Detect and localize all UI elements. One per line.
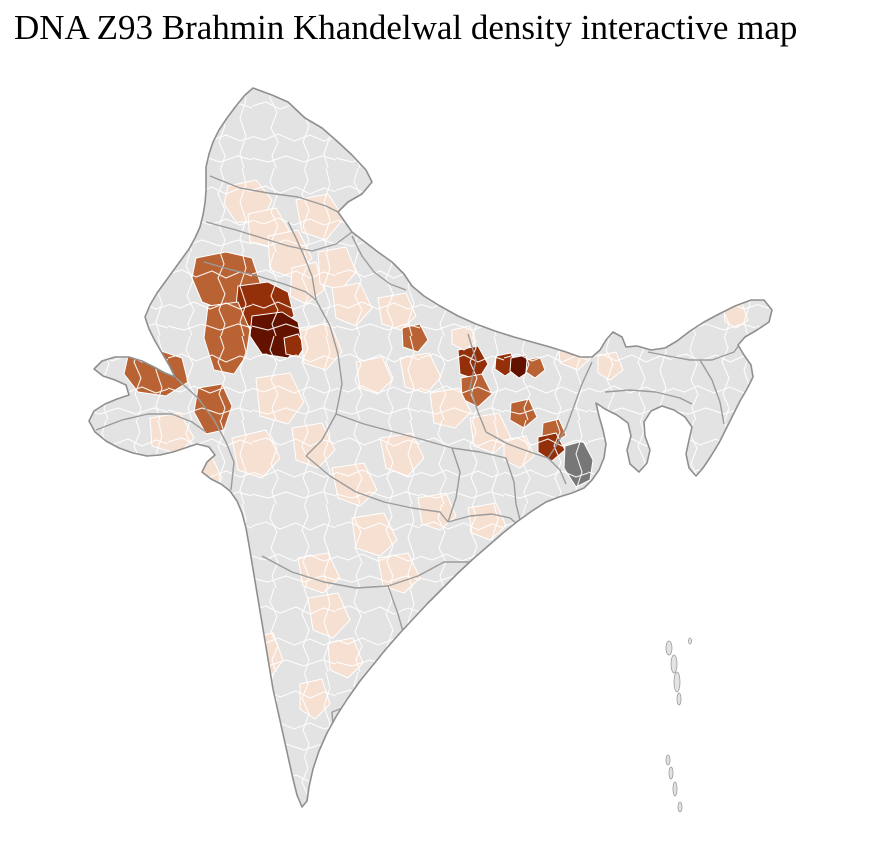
state-border-line <box>261 555 472 589</box>
page-title: DNA Z93 Brahmin Khandelwal density inter… <box>14 8 798 47</box>
state-border-line <box>699 359 725 425</box>
island <box>677 801 683 813</box>
island <box>668 766 674 780</box>
state-border-line <box>305 455 449 523</box>
state-border-line <box>209 175 339 213</box>
island <box>665 754 671 766</box>
state-border-line <box>467 333 487 433</box>
state-border-line <box>305 299 343 457</box>
island <box>676 692 682 706</box>
island <box>688 637 692 645</box>
state-border-line <box>485 431 549 459</box>
state-border-line <box>604 389 693 405</box>
state-border-line <box>647 336 746 361</box>
country-outline <box>88 87 773 808</box>
state-border-line <box>95 413 207 433</box>
state-border-line <box>447 513 523 529</box>
state-border-line <box>505 457 523 529</box>
island <box>673 671 681 693</box>
state-border-line <box>287 221 317 301</box>
island <box>665 640 673 656</box>
island <box>670 654 678 674</box>
island <box>672 781 678 797</box>
state-border-line <box>335 413 507 459</box>
state-border-line <box>175 377 235 491</box>
state-border-line <box>447 447 461 523</box>
andaman-nicobar-islands <box>665 637 692 813</box>
state-borders-layer <box>95 175 746 783</box>
state-border-line <box>547 361 593 485</box>
state-border-line <box>203 261 317 301</box>
state-border-line <box>205 221 353 252</box>
state-border-line <box>351 235 407 291</box>
